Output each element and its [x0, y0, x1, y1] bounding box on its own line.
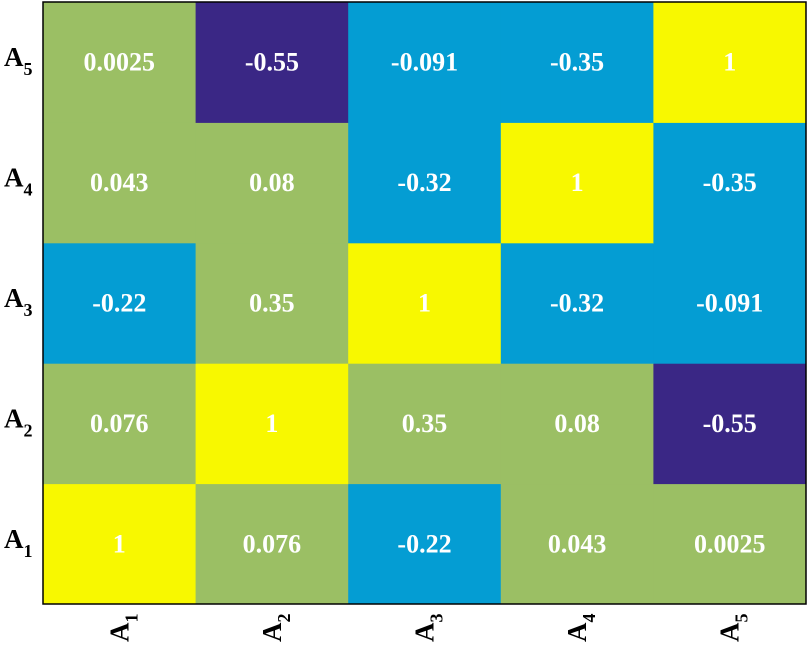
heatmap-cell [348, 242, 502, 364]
heatmap-cell [653, 242, 807, 364]
heatmap-cell-value: -0.091 [391, 48, 458, 77]
y-tick-label-main: A [4, 163, 24, 193]
heatmap-cell [43, 242, 197, 364]
plot-frame [42, 1, 807, 605]
y-tick-label: A4 [4, 163, 33, 200]
x-tick-label-sub: 2 [274, 614, 294, 623]
heatmap-cell [195, 2, 349, 123]
heatmap-cell [500, 2, 654, 123]
y-tick-label-sub: 1 [24, 541, 33, 561]
heatmap-cell-value: -0.32 [550, 289, 604, 318]
heatmap-cell [43, 2, 197, 123]
heatmap-cell-labels: 1 0.076 -0.22 0.043 0.0025 0.076 1 0.35 0.08 -0.5… [84, 48, 766, 559]
heatmap-cell [500, 363, 654, 485]
heatmap-cell-value: 1 [265, 409, 278, 438]
heatmap-cell [348, 363, 502, 485]
heatmap-cell-value: 0.076 [243, 529, 302, 558]
heatmap-cell [43, 363, 197, 485]
heatmap-cell-value: 0.08 [554, 409, 600, 438]
x-tick-label: A5 [715, 614, 752, 643]
heatmap-cell-value: -0.55 [245, 48, 299, 77]
heatmap-cell-value: -0.22 [397, 529, 451, 558]
heatmap-cell-value: 0.0025 [694, 529, 766, 558]
heatmap-cell-value: -0.22 [92, 289, 146, 318]
heatmap-cell-value: -0.091 [696, 289, 763, 318]
heatmap-cell-value: 0.35 [249, 289, 295, 318]
heatmap-cell [195, 242, 349, 364]
heatmap-cell-value: -0.35 [703, 168, 757, 197]
x-tick-label: A4 [562, 614, 599, 643]
heatmap-cell [653, 363, 807, 485]
heatmap-cell-value: 0.08 [249, 168, 295, 197]
heatmap-cell-value: 0.0025 [84, 48, 156, 77]
y-tick-label-sub: 2 [24, 420, 33, 440]
x-tick-label-main: A [715, 622, 745, 642]
heatmap-cell [348, 483, 502, 605]
heatmap-cell [195, 122, 349, 244]
heatmap-cell-value: 0.043 [90, 168, 149, 197]
y-tick-label-main: A [4, 524, 24, 554]
y-tick-label-main: A [4, 42, 24, 72]
x-tick-label-main: A [410, 622, 440, 642]
y-tick-label: A1 [4, 524, 33, 561]
x-tick-label-main: A [104, 622, 134, 642]
heatmap-cell [500, 483, 654, 605]
y-tick-label-sub: 5 [24, 59, 33, 79]
heatmap-cell-value: 0.076 [90, 409, 149, 438]
heatmap-cell [653, 483, 807, 605]
x-tick-label-sub: 4 [579, 614, 599, 623]
y-tick-label: A3 [4, 283, 33, 320]
x-tick-label-sub: 5 [732, 614, 752, 623]
y-tick-label-main: A [4, 403, 24, 433]
heatmap-cell [348, 122, 502, 244]
heatmap-cell [653, 2, 807, 123]
heatmap-cell-value: 1 [418, 289, 431, 318]
y-tick-label-sub: 3 [24, 300, 33, 320]
heatmap-cell-value: 0.043 [548, 529, 607, 558]
heatmap-cell-value: -0.32 [397, 168, 451, 197]
heatmap-cell [653, 122, 807, 244]
heatmap-cell-value: -0.35 [550, 48, 604, 77]
heatmap-cell-value: 1 [571, 168, 584, 197]
heatmap-cell [500, 122, 654, 244]
heatmap-cells [43, 2, 807, 605]
x-tick-label-sub: 1 [121, 614, 141, 623]
heatmap-cell [43, 122, 197, 244]
heatmap-cell-value: 1 [113, 529, 126, 558]
heatmap-cell [500, 242, 654, 364]
heatmap-cell-value: 1 [723, 48, 736, 77]
x-tick-label-sub: 3 [427, 614, 447, 623]
x-tick-label-main: A [562, 622, 592, 642]
x-tick-label: A3 [410, 614, 447, 643]
x-tick-label: A1 [104, 614, 141, 643]
y-tick-label-sub: 4 [24, 180, 33, 200]
y-tick-label: A2 [4, 403, 33, 440]
heatmap-cell [43, 483, 197, 605]
y-tick-label-main: A [4, 283, 24, 313]
heatmap-cell [195, 483, 349, 605]
y-tick-label: A5 [4, 42, 33, 79]
heatmap-cell-value: -0.55 [703, 409, 757, 438]
x-tick-label: A2 [257, 614, 294, 643]
heatmap-cell-value: 0.35 [402, 409, 448, 438]
heatmap-cell [348, 2, 502, 123]
heatmap-cell [195, 363, 349, 485]
x-tick-label-main: A [257, 622, 287, 642]
